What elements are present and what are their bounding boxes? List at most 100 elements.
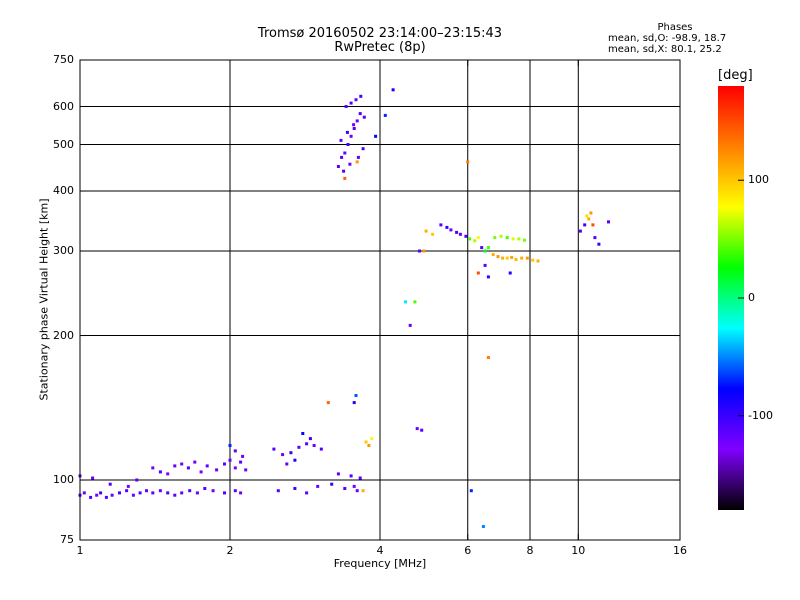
data-point <box>591 223 595 227</box>
data-point <box>343 151 347 155</box>
data-point <box>352 401 356 405</box>
data-point <box>305 442 309 446</box>
data-point <box>501 256 505 260</box>
data-point <box>326 401 330 405</box>
data-point <box>344 105 348 108</box>
data-point <box>319 447 323 451</box>
data-point <box>223 462 226 466</box>
x-tick-label: 4 <box>376 544 384 557</box>
data-point <box>589 211 593 215</box>
data-point <box>233 449 237 453</box>
data-point <box>203 487 207 490</box>
data-point <box>285 462 289 466</box>
data-point <box>297 445 301 449</box>
data-point <box>355 489 359 493</box>
data-point <box>289 451 293 455</box>
data-point <box>180 491 184 495</box>
data-point <box>491 253 495 256</box>
data-point <box>355 160 359 164</box>
data-point <box>348 162 352 166</box>
y-tick-label: 300 <box>53 244 74 257</box>
data-point <box>89 495 93 499</box>
data-point <box>349 101 353 105</box>
data-point <box>241 454 245 458</box>
data-point <box>422 249 426 253</box>
data-point <box>483 249 487 253</box>
data-point <box>205 464 209 468</box>
data-point <box>345 130 349 134</box>
data-point <box>370 437 374 441</box>
y-tick-label: 600 <box>53 99 74 113</box>
data-point <box>483 263 487 267</box>
x-tick-label: 1 <box>76 544 84 557</box>
data-point <box>481 525 485 528</box>
data-point <box>476 271 480 275</box>
data-point <box>336 165 340 168</box>
data-point <box>354 394 358 397</box>
data-point <box>536 259 540 263</box>
data-point <box>131 493 135 497</box>
data-point <box>272 447 276 451</box>
data-point <box>95 493 99 497</box>
data-point <box>343 176 347 180</box>
data-point <box>239 460 243 464</box>
data-point <box>424 229 428 233</box>
data-point <box>125 489 129 493</box>
data-point <box>233 466 237 470</box>
data-point <box>585 214 589 218</box>
data-point <box>466 160 470 164</box>
data-point <box>276 489 280 493</box>
data-point <box>151 491 155 495</box>
data-point <box>228 444 232 447</box>
stats-line-x: mean, sd,X: 80.1, 25.2 <box>608 44 722 55</box>
data-point <box>449 228 453 232</box>
data-point <box>195 491 199 495</box>
data-point <box>404 300 407 304</box>
data-point <box>480 246 484 250</box>
data-points <box>78 88 610 528</box>
colorbar-tick-label: -100 <box>748 408 773 422</box>
data-point <box>413 300 417 304</box>
data-point <box>330 482 334 486</box>
x-axis-label: Frequency [MHz] <box>333 557 427 570</box>
data-point <box>420 428 424 432</box>
data-point <box>99 491 103 495</box>
data-point <box>508 271 512 275</box>
data-point <box>126 484 130 488</box>
data-point <box>354 98 358 102</box>
data-point <box>316 484 320 488</box>
data-point <box>511 237 515 241</box>
data-point <box>362 115 366 119</box>
data-point <box>108 482 112 486</box>
data-point <box>517 237 521 241</box>
data-point <box>158 470 162 474</box>
data-point <box>418 249 421 253</box>
data-point <box>359 94 363 98</box>
data-point <box>305 491 309 495</box>
data-point <box>186 466 190 470</box>
x-tick-label: 6 <box>464 544 472 557</box>
data-point <box>486 246 490 250</box>
data-point <box>228 458 232 462</box>
data-point <box>514 258 518 261</box>
x-tick-label: 2 <box>226 544 234 557</box>
x-tick-label: 10 <box>571 544 586 557</box>
data-point <box>486 275 490 279</box>
data-point <box>188 489 192 493</box>
colorbar-tick-label: 0 <box>748 291 755 304</box>
colorbar-label: [deg] <box>718 68 753 83</box>
data-point <box>496 255 500 259</box>
data-point <box>431 232 435 236</box>
data-point <box>415 427 419 431</box>
data-point <box>239 491 243 495</box>
data-point <box>193 460 197 464</box>
data-point <box>349 134 353 138</box>
y-tick-label: 750 <box>53 53 74 66</box>
data-point <box>82 491 86 495</box>
data-point <box>597 242 601 246</box>
data-point <box>135 478 139 482</box>
data-point <box>312 444 316 447</box>
data-point <box>223 491 226 495</box>
data-point <box>356 155 360 159</box>
data-point <box>343 487 347 490</box>
